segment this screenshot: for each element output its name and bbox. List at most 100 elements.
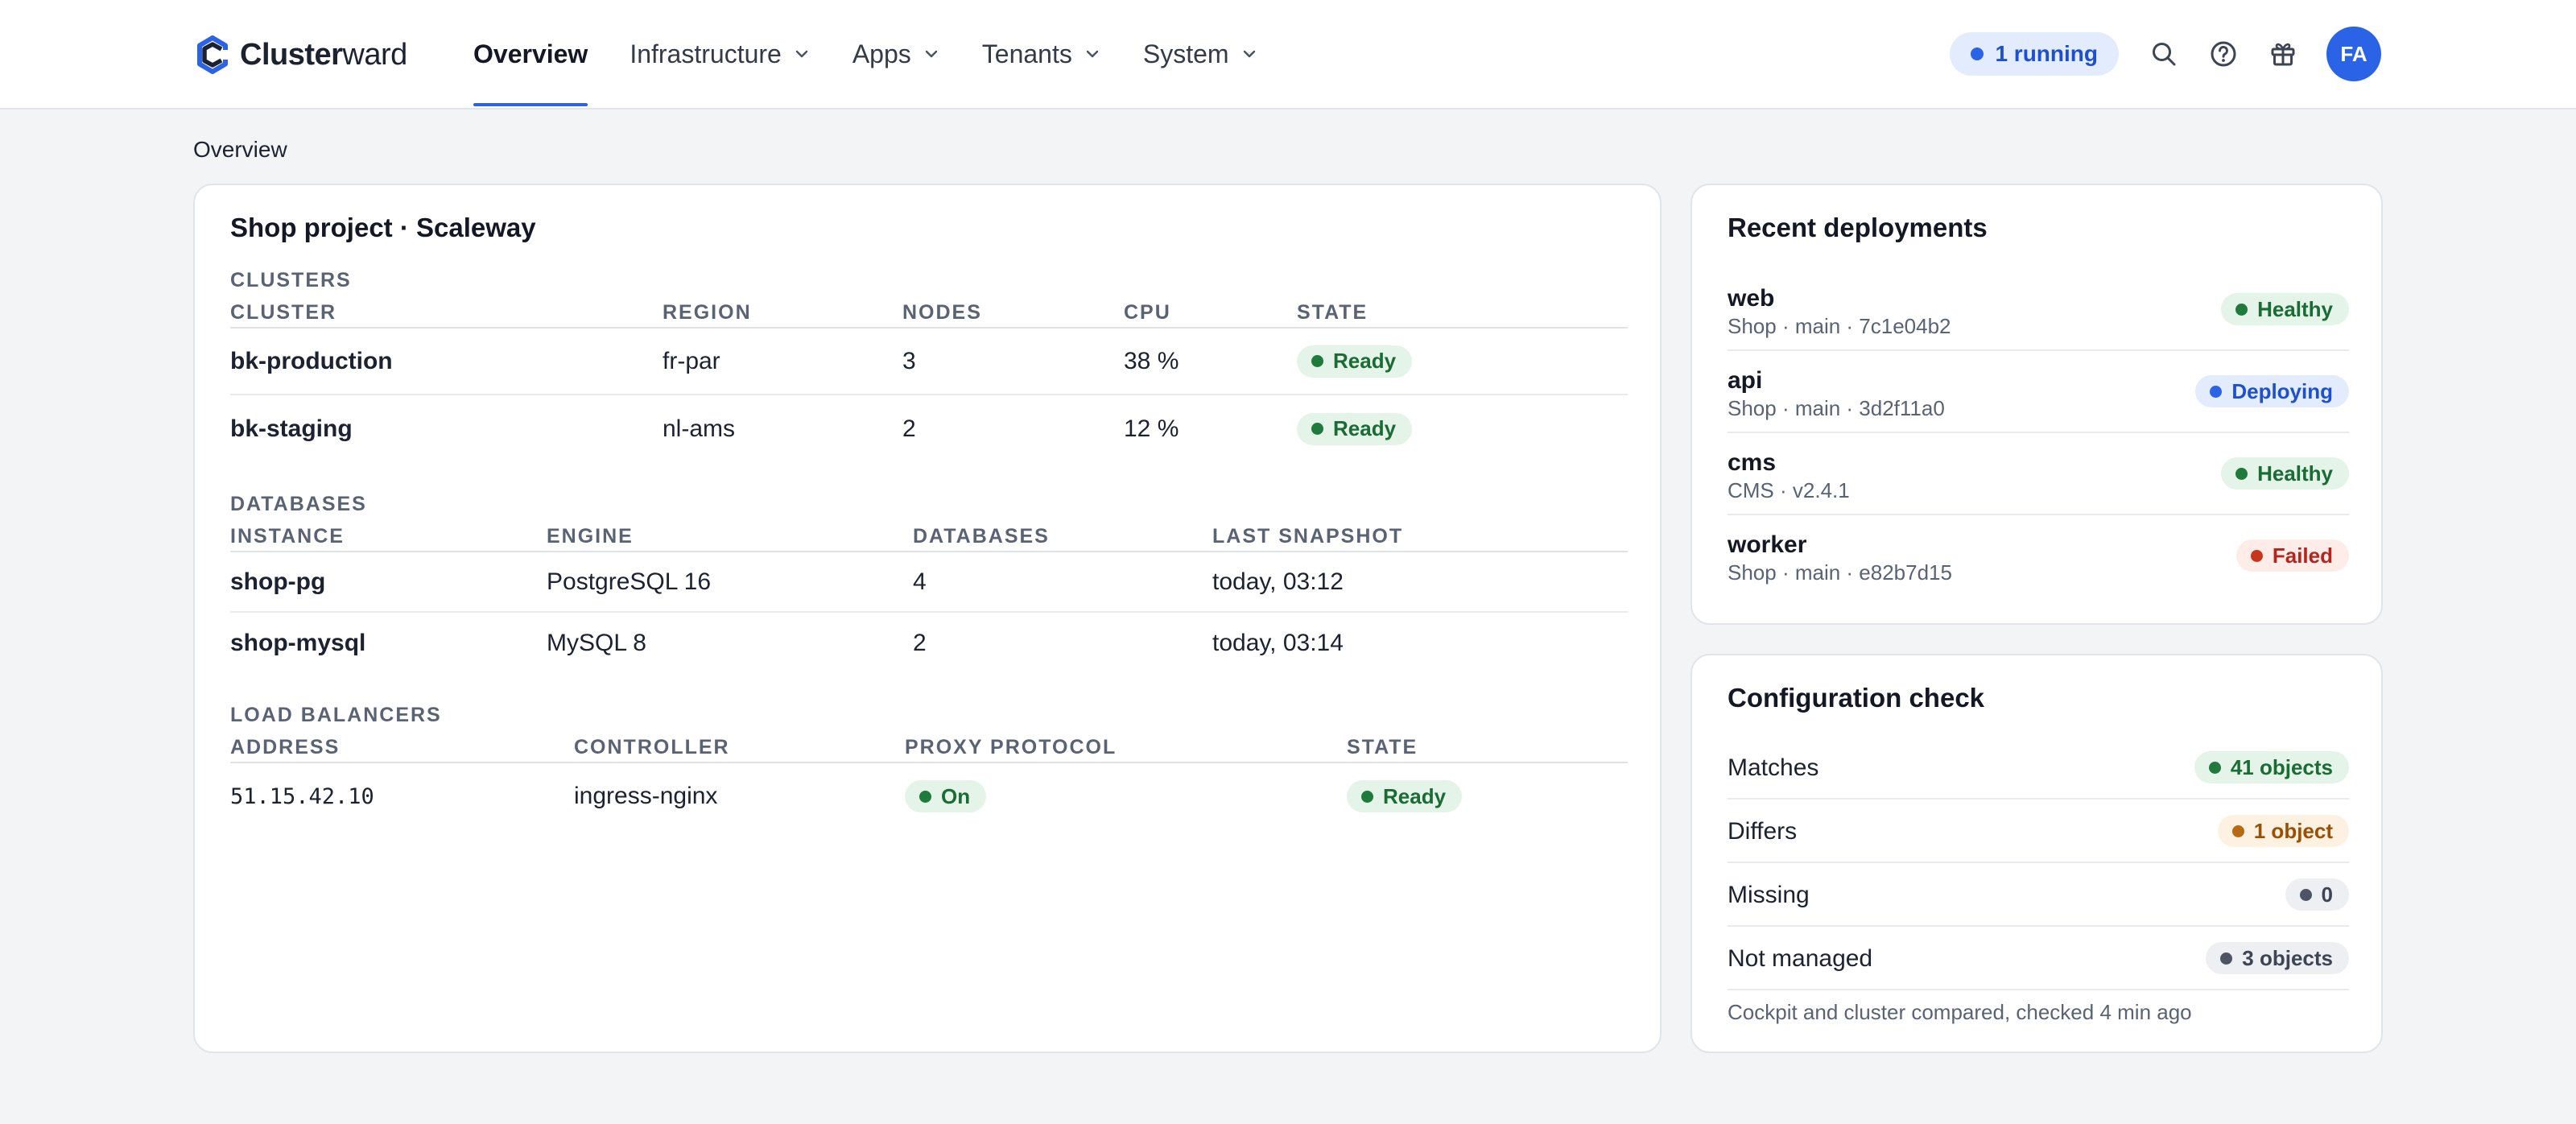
databases-table-header: INSTANCE ENGINE DATABASES LAST SNAPSHOT — [230, 520, 1628, 552]
chevron-down-icon — [1243, 50, 1255, 58]
databases-section: DATABASES INSTANCE ENGINE DATABASES LAST… — [230, 488, 1628, 673]
project-card: Shop project · Scaleway CLUSTERS CLUSTER… — [193, 184, 1662, 1053]
load-balancers-section-label: LOAD BALANCERS — [230, 704, 442, 726]
list-item[interactable]: worker Shop · main · e82b7d15 Failed — [1728, 515, 2349, 597]
list-item[interactable]: web Shop · main · 7c1e04b2 Healthy — [1728, 269, 2349, 351]
status-badge: Deploying — [2195, 375, 2349, 407]
db-count: 4 — [913, 568, 927, 595]
header-tools: 1 running FA — [1950, 27, 2381, 81]
column-header: CLUSTER — [230, 301, 337, 324]
column-header: REGION — [663, 301, 752, 324]
status-dot — [1311, 355, 1323, 367]
status-badge: On — [905, 780, 987, 812]
chevron-down-icon — [795, 50, 808, 58]
lb-proxy-protocol: On — [905, 763, 987, 829]
deployments-list: web Shop · main · 7c1e04b2 Healthy api S… — [1728, 269, 2349, 597]
deployment-name: cms — [1728, 449, 1777, 476]
table-row[interactable]: shop-pg PostgreSQL 16 4 today, 03:12 — [230, 552, 1628, 613]
list-item[interactable]: Differs 1 object — [1728, 800, 2349, 863]
list-item[interactable]: Missing 0 — [1728, 863, 2349, 927]
status-badge: Failed — [2235, 539, 2349, 572]
column-header: INSTANCE — [230, 525, 345, 548]
list-item[interactable]: Not managed 3 objects — [1728, 927, 2349, 990]
db-last-snapshot: today, 03:12 — [1212, 568, 1344, 595]
status-dot — [2235, 467, 2248, 480]
nav-tenants[interactable]: Tenants — [982, 0, 1101, 108]
status-dot — [2220, 952, 2233, 965]
cluster-region: nl-ams — [663, 415, 736, 442]
search-button[interactable] — [2148, 38, 2180, 70]
table-row[interactable]: shop-mysql MySQL 8 2 today, 03:14 — [230, 613, 1628, 673]
nav-system-label: System — [1142, 39, 1229, 68]
search-icon — [2153, 43, 2176, 66]
status-dot — [2208, 761, 2221, 774]
count-badge: 0 — [2285, 878, 2349, 911]
brand-logo[interactable]: Clusterward — [196, 35, 407, 74]
status-badge: Ready — [1347, 780, 1463, 812]
list-item[interactable]: api Shop · main · 3d2f11a0 Deploying — [1728, 351, 2349, 433]
deployment-meta: Shop · main · e82b7d15 — [1728, 560, 1952, 585]
db-instance-name[interactable]: shop-mysql — [230, 629, 366, 656]
nav-overview[interactable]: Overview — [473, 0, 588, 108]
status-dot — [1971, 48, 1984, 60]
clusters-section: CLUSTERS CLUSTER REGION NODES CPU STATE … — [230, 264, 1628, 462]
help-button[interactable] — [2207, 38, 2240, 70]
running-jobs-badge[interactable]: 1 running — [1950, 32, 2119, 76]
config-label: Matches — [1728, 754, 1819, 781]
user-avatar[interactable]: FA — [2326, 27, 2381, 81]
config-label: Differs — [1728, 818, 1798, 845]
deployment-name: worker — [1728, 531, 1807, 558]
column-header: DATABASES — [913, 525, 1050, 548]
chevron-down-icon — [925, 50, 937, 58]
table-row[interactable]: bk-staging nl-ams 2 12 % Ready — [230, 395, 1628, 462]
deployment-meta: Shop · main · 7c1e04b2 — [1728, 314, 1951, 338]
status-dot — [2231, 824, 2244, 837]
lb-address[interactable]: 51.15.42.10 — [230, 783, 374, 809]
nav-infrastructure-label: Infrastructure — [630, 39, 782, 68]
count-badge: 3 objects — [2206, 942, 2349, 974]
status-badge: Healthy — [2221, 457, 2349, 490]
cluster-cpu: 12 % — [1124, 415, 1179, 442]
table-row[interactable]: 51.15.42.10 ingress-nginx On Ready — [230, 763, 1628, 829]
clusters-table-header: CLUSTER REGION NODES CPU STATE — [230, 296, 1628, 329]
lb-state: Ready — [1347, 763, 1463, 829]
column-header: ENGINE — [547, 525, 634, 548]
configuration-check-note: Cockpit and cluster compared, checked 4 … — [1728, 1000, 2192, 1024]
table-row[interactable]: bk-production fr-par 3 38 % Ready — [230, 329, 1628, 395]
cluster-name[interactable]: bk-production — [230, 347, 393, 374]
nav-infrastructure[interactable]: Infrastructure — [630, 0, 811, 108]
status-badge: Ready — [1297, 412, 1413, 445]
status-badge: Healthy — [2221, 293, 2349, 325]
cluster-name[interactable]: bk-staging — [230, 415, 353, 442]
chevron-down-icon — [1086, 50, 1099, 58]
nav-system[interactable]: System — [1143, 0, 1258, 108]
nav-apps-label: Apps — [852, 39, 911, 68]
list-item[interactable]: Matches 41 objects — [1728, 736, 2349, 800]
whats-new-button[interactable] — [2267, 38, 2299, 70]
logo-icon — [197, 35, 229, 74]
status-dot — [1361, 790, 1373, 803]
cluster-nodes: 3 — [902, 347, 916, 374]
status-dot — [919, 790, 931, 803]
gift-icon — [2271, 43, 2295, 66]
nav-apps[interactable]: Apps — [852, 0, 940, 108]
column-header: STATE — [1297, 301, 1368, 324]
deployment-meta: Shop · main · 3d2f11a0 — [1728, 396, 1945, 420]
deployment-name: api — [1728, 367, 1763, 394]
status-dot — [2210, 385, 2223, 398]
column-header: PROXY PROTOCOL — [905, 736, 1117, 758]
list-item[interactable]: cms CMS · v2.4.1 Healthy — [1728, 433, 2349, 515]
main-nav: Overview Infrastructure Apps Tenants Sys… — [473, 0, 1300, 108]
avatar-initials: FA — [2340, 41, 2368, 66]
count-badge: 41 objects — [2194, 751, 2349, 783]
status-dot — [2250, 549, 2263, 562]
config-label: Not managed — [1728, 945, 1873, 972]
db-instance-name[interactable]: shop-pg — [230, 568, 326, 595]
recent-deployments-card: Recent deployments web Shop · main · 7c1… — [1690, 184, 2383, 625]
brand-name: Clusterward — [240, 37, 407, 72]
load-balancers-table-header: ADDRESS CONTROLLER PROXY PROTOCOL STATE — [230, 731, 1628, 763]
cluster-cpu: 38 % — [1124, 347, 1179, 374]
project-title: Shop project · Scaleway — [230, 213, 536, 242]
cluster-nodes: 2 — [902, 415, 916, 442]
deployment-meta: CMS · v2.4.1 — [1728, 478, 1850, 502]
